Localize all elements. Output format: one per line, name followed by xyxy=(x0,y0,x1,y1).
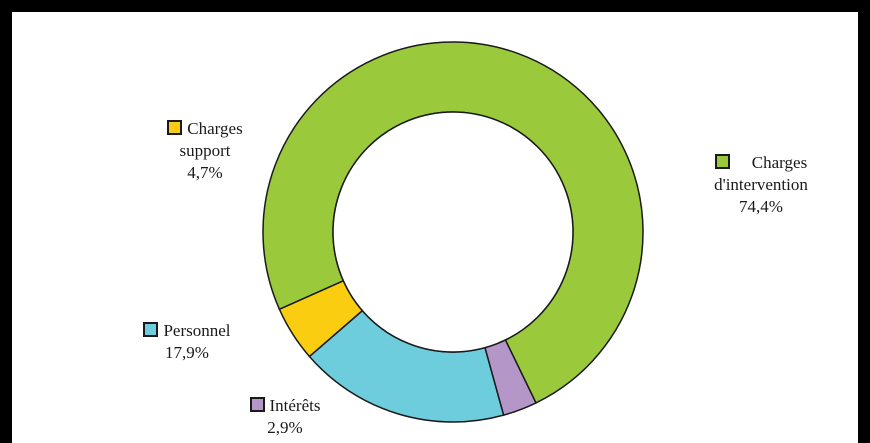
donut-hole xyxy=(332,111,574,353)
legend-swatch-interets xyxy=(249,397,265,412)
slice-label-line: Charges xyxy=(676,152,846,174)
slice-label-line: Intérêts xyxy=(230,395,340,417)
slice-label-charges-support: Charges support 4,7% xyxy=(150,118,260,184)
slice-label-text: d'intervention xyxy=(714,175,808,194)
donut-chart xyxy=(262,41,644,423)
slice-label-interets: Intérêts 2,9% xyxy=(230,395,340,439)
slice-value-label: 17,9% xyxy=(165,343,209,362)
slice-label-text: Charges xyxy=(751,153,808,172)
slice-label-charges-intervention: Charges d'intervention 74,4% xyxy=(676,152,846,218)
slice-label-personnel: Personnel 17,9% xyxy=(122,320,252,364)
slice-label-text: Charges xyxy=(187,119,243,138)
slice-label-text: Intérêts xyxy=(269,396,321,415)
slice-label-line: Charges xyxy=(150,118,260,140)
slice-label-text: support xyxy=(179,141,231,160)
slice-value-label: 74,4% xyxy=(739,197,783,216)
slice-value-label: 2,9% xyxy=(267,418,303,437)
slice-label-text: Personnel xyxy=(163,321,231,340)
slice-value-label: 4,7% xyxy=(187,163,223,182)
chart-area: Charges d'intervention 74,4% Charges sup… xyxy=(12,12,858,443)
legend-swatch-charges-intervention xyxy=(714,154,730,169)
legend-swatch-charges-support xyxy=(167,120,183,135)
slice-label-line: Personnel xyxy=(122,320,252,342)
legend-swatch-personnel xyxy=(143,322,159,337)
